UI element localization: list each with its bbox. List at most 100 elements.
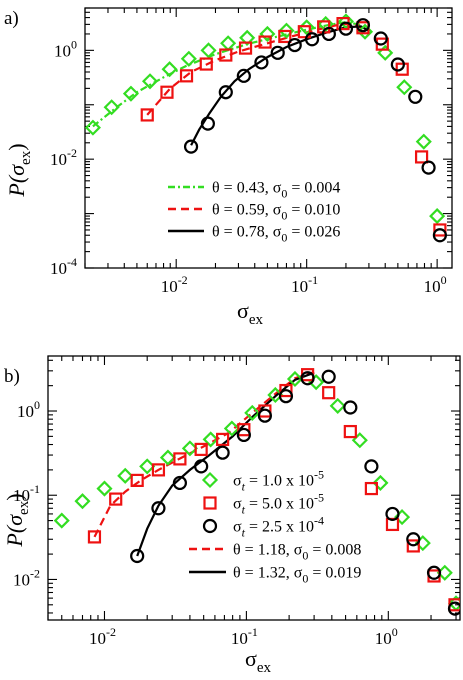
y-tick-label: 100 [17,398,40,421]
data-point [96,480,113,497]
data-point [385,506,400,522]
legend-label: σt = 5.0 x 10-5 [233,491,324,517]
data-point [329,397,346,414]
legend-label: θ = 0.43, σ0 = 0.004 [212,180,340,201]
data-point [179,69,194,83]
data-point [373,31,388,46]
data-point [173,452,187,466]
x-axis-label: σex [237,298,264,328]
data-point [321,369,336,384]
data-point [109,492,123,506]
data-point [122,85,140,102]
data-point [161,61,178,78]
data-point [415,133,432,150]
data-point [200,42,217,59]
data-point [338,21,354,36]
data-point [278,389,294,404]
data-point [87,530,102,544]
data-point [85,119,101,136]
data-point [194,459,209,474]
data-point [181,440,198,457]
plot-frame [47,355,461,621]
data-point [236,427,251,443]
panel-label: a) [4,8,19,29]
data-point [151,463,166,477]
data-point [432,228,447,243]
data-point [278,29,292,44]
data-point [377,44,394,61]
y-tick-label: 10-2 [13,566,40,589]
data-point [421,160,436,175]
data-point [433,223,447,237]
data-point [159,449,176,466]
data-point [372,474,389,491]
plot-area [53,368,460,616]
data-point [447,601,460,616]
data-point [160,85,174,99]
data-point [364,459,379,474]
data-point [236,68,251,83]
data-point [140,108,154,122]
data-point [183,139,199,154]
legend-label: σt = 1.0 x 10-5 [233,468,324,494]
data-point [117,467,134,484]
y-axis-label: P(σex) [2,493,32,547]
legend-marker [203,496,217,510]
data-point [426,565,442,580]
data-point [219,48,233,62]
legend-marker [201,471,219,489]
legend-label: θ = 0.78, σ0 = 0.026 [212,224,340,245]
data-point [151,501,166,516]
x-tick-label: 100 [424,273,447,296]
data-point [304,32,320,47]
legend-label: θ = 1.18, σ0 = 0.008 [233,542,361,563]
y-tick-label: 10-4 [50,255,77,278]
data-point [343,424,357,439]
data-point [202,431,219,448]
data-point [406,539,420,553]
fit-line [146,22,370,116]
data-point [343,400,358,415]
data-point [279,383,293,398]
data-point [103,99,120,116]
data-point [172,475,188,491]
panel-b-chart: 10-2 10-1 100 10-2 10-1 100 b) σex P(σex) σt = 1.… [2,355,461,676]
plot-frame [84,7,453,269]
data-point [258,404,272,418]
data-point [194,442,208,457]
y-tick-label: 100 [54,37,77,60]
data-point [287,37,302,53]
x-axis-label: σex [245,646,272,676]
data-point [258,35,272,49]
data-point [414,150,429,164]
data-point [390,57,405,72]
data-point [337,13,354,30]
data-point [74,493,91,510]
x-tick-label: 10-1 [231,625,258,648]
data-point [408,89,423,104]
data-point [216,432,230,447]
fit-line [190,25,370,146]
data-point [141,73,159,90]
data-point [239,29,256,46]
y-axis-label: P(σex) [4,143,34,197]
data-point [199,57,213,71]
x-tick-label: 10-1 [291,273,318,296]
legend-label: θ = 1.32, σ0 = 0.019 [233,565,361,586]
data-point [257,408,272,423]
data-point [321,26,336,42]
data-point [429,208,446,225]
data-point [259,25,276,43]
fit-line [92,20,370,128]
data-point [180,50,197,67]
plot-area [85,13,447,243]
y-tick-label: 10-2 [50,146,77,169]
data-point [238,41,253,55]
data-point [200,116,216,131]
data-point [278,22,295,39]
data-point [355,18,371,33]
data-point [244,404,261,421]
data-point [254,55,269,70]
data-point [223,420,240,437]
